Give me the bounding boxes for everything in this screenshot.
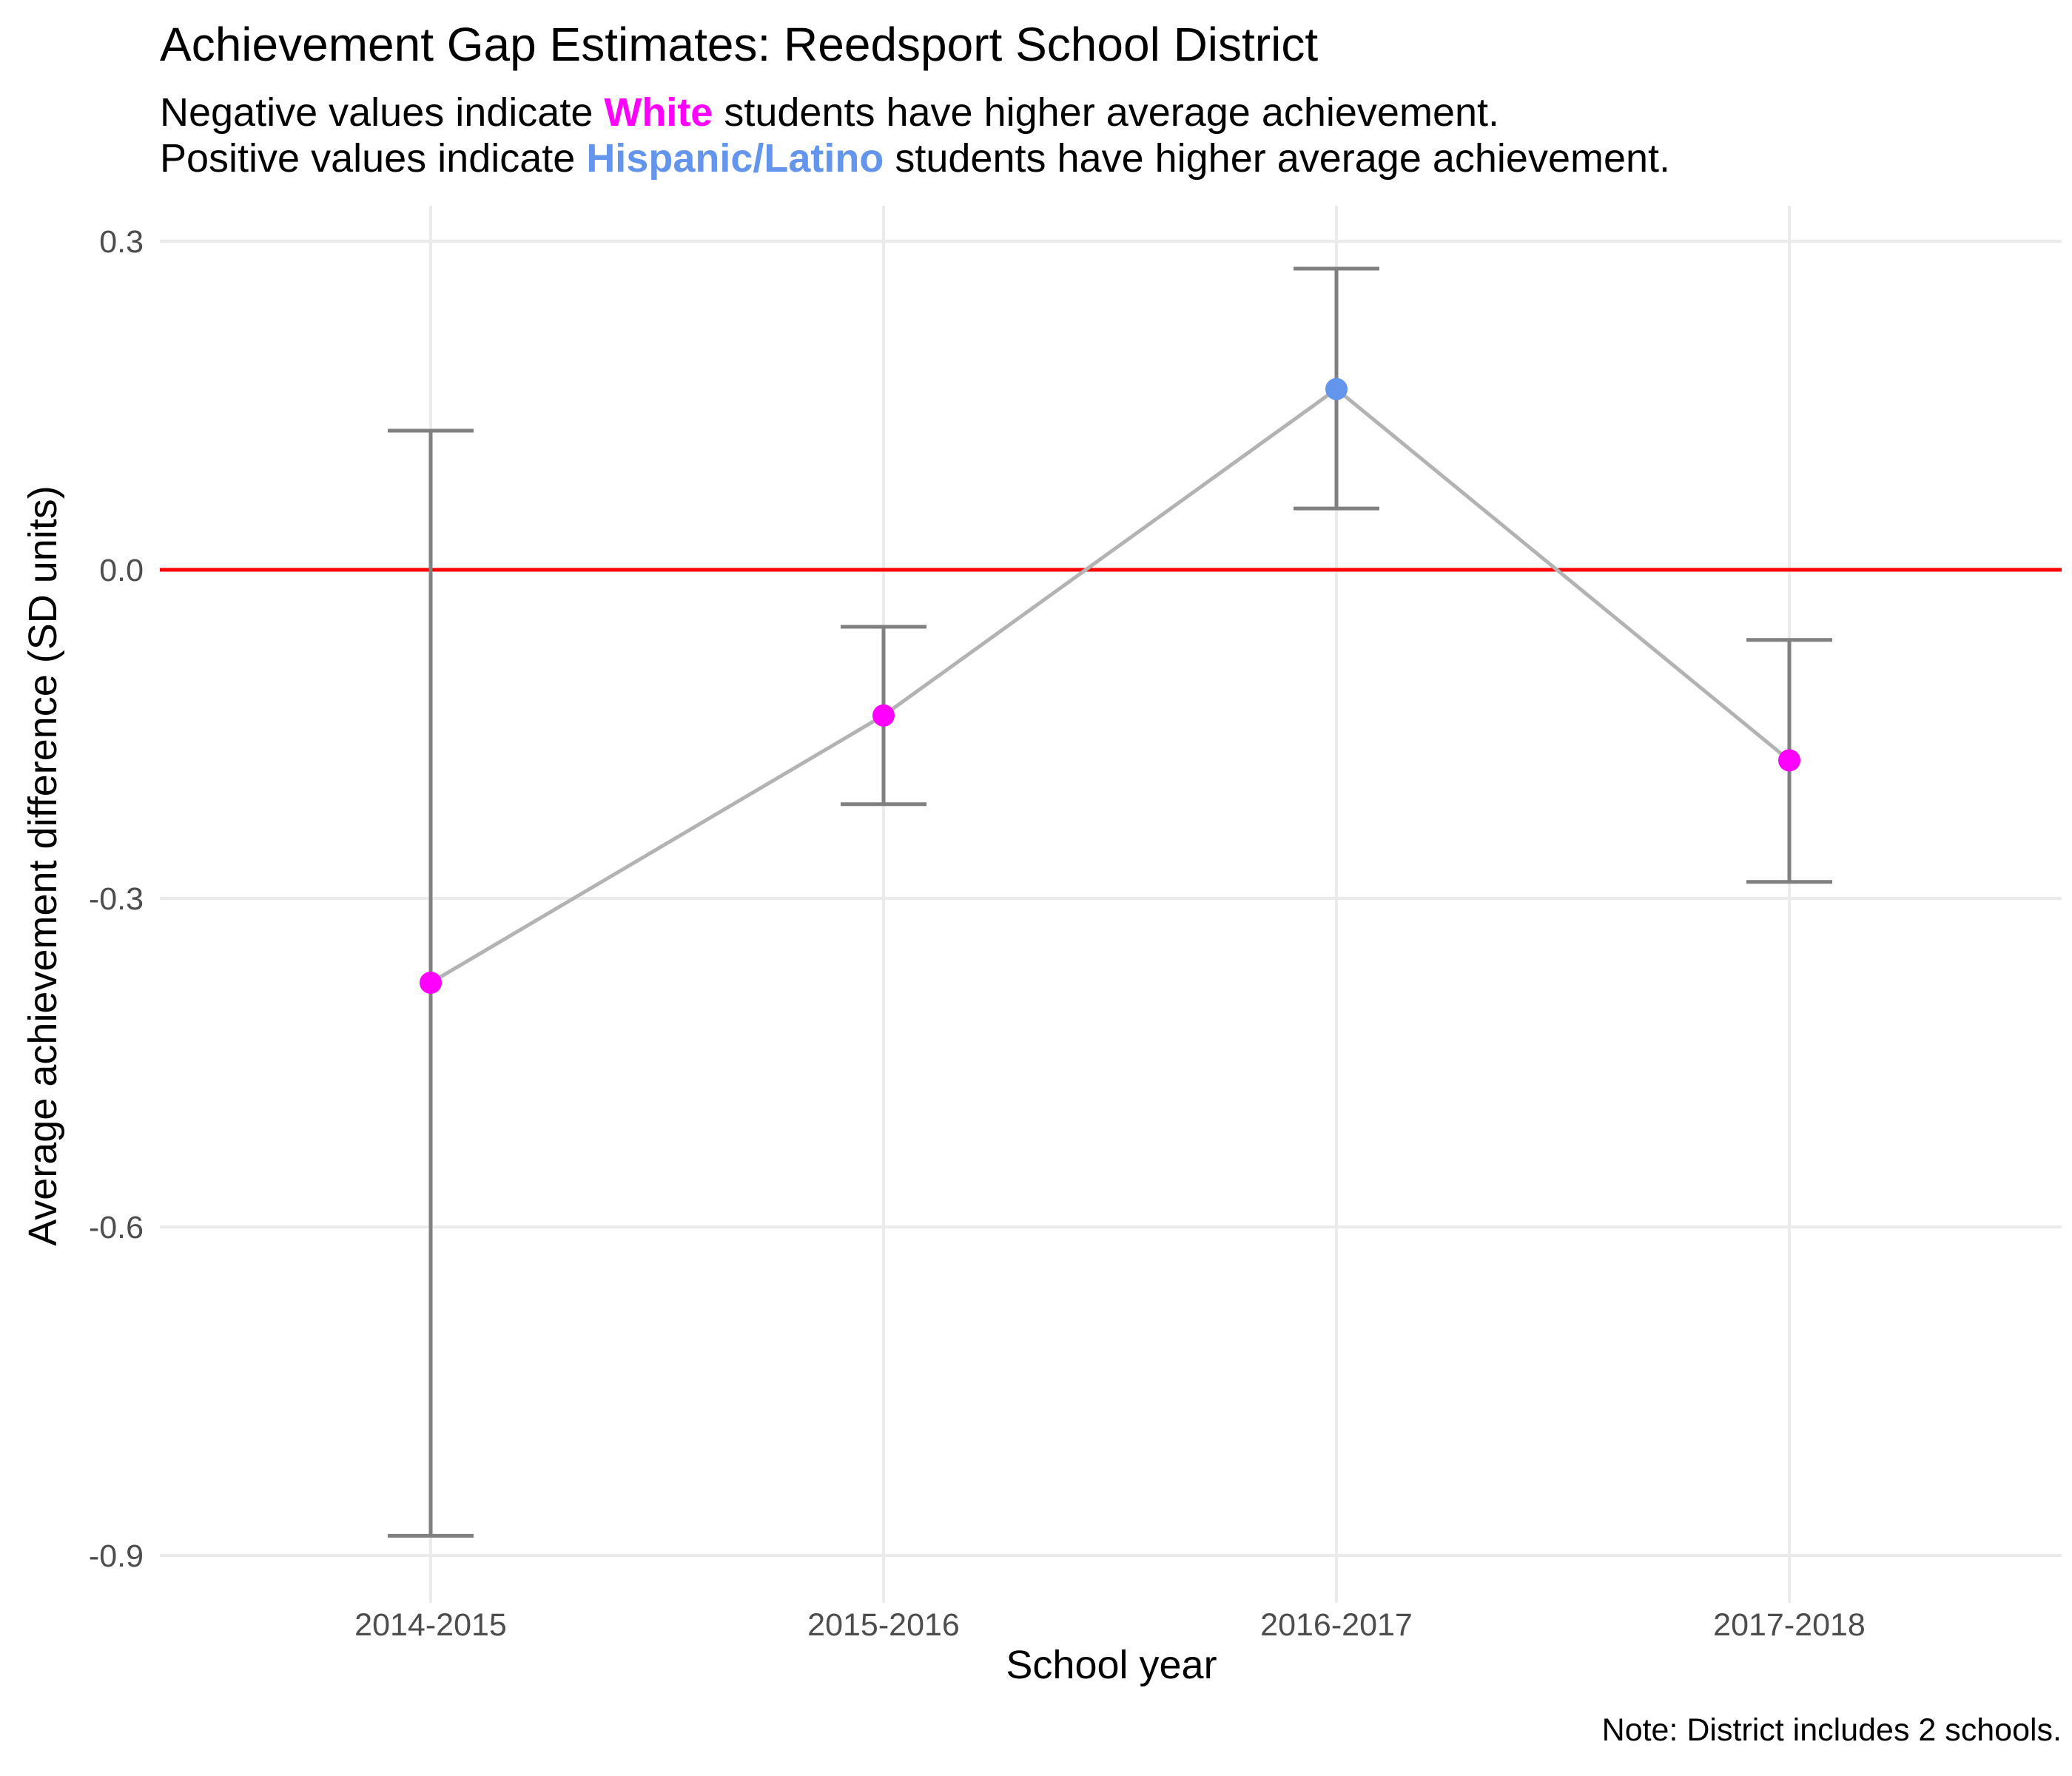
subtitle-line1-prefix: Negative values indicate — [160, 90, 604, 135]
y-axis-title: Average achievement difference (SD units… — [21, 485, 65, 1246]
trend-line-group — [429, 386, 1791, 985]
chart-subtitle-line2: Positive values indicate Hispanic/Latino… — [160, 136, 1670, 181]
subtitle-white-highlight: White — [604, 90, 713, 135]
y-tick-label: -0.9 — [89, 1538, 144, 1574]
x-axis-tick-labels: 2014-2015 2015-2016 2016-2017 2017-2018 — [354, 1607, 1866, 1643]
data-points — [420, 377, 1800, 994]
y-tick-label: -0.3 — [89, 881, 144, 917]
y-tick-label: 0.0 — [99, 553, 144, 588]
chart-subtitle-line1: Negative values indicate White students … — [160, 90, 1499, 135]
subtitle-hispanic-highlight: Hispanic/Latino — [586, 136, 884, 181]
x-tick-label: 2016-2017 — [1260, 1607, 1413, 1643]
data-point — [872, 704, 895, 727]
caption-note: Note: District includes 2 schools. — [1602, 1712, 2062, 1748]
gridlines — [160, 206, 2062, 1603]
x-tick-label: 2014-2015 — [354, 1607, 507, 1643]
subtitle-line2-prefix: Positive values indicate — [160, 136, 586, 181]
data-point — [420, 971, 442, 994]
y-tick-label: -0.6 — [89, 1210, 144, 1245]
x-tick-label: 2017-2018 — [1713, 1607, 1866, 1643]
trend-line — [429, 386, 1791, 985]
y-axis-tick-labels: 0.3 0.0 -0.3 -0.6 -0.9 — [89, 224, 144, 1574]
y-tick-label: 0.3 — [99, 224, 144, 260]
subtitle-line2-suffix: students have higher average achievement… — [884, 136, 1670, 181]
error-bars — [388, 266, 1832, 1538]
x-tick-label: 2015-2016 — [807, 1607, 960, 1643]
data-point — [1325, 377, 1348, 400]
data-point — [1778, 749, 1800, 772]
chart-title: Achievement Gap Estimates: Reedsport Sch… — [160, 18, 1318, 71]
x-axis-title: School year — [1006, 1643, 1217, 1687]
subtitle-line1-suffix: students have higher average achievement… — [713, 90, 1499, 135]
